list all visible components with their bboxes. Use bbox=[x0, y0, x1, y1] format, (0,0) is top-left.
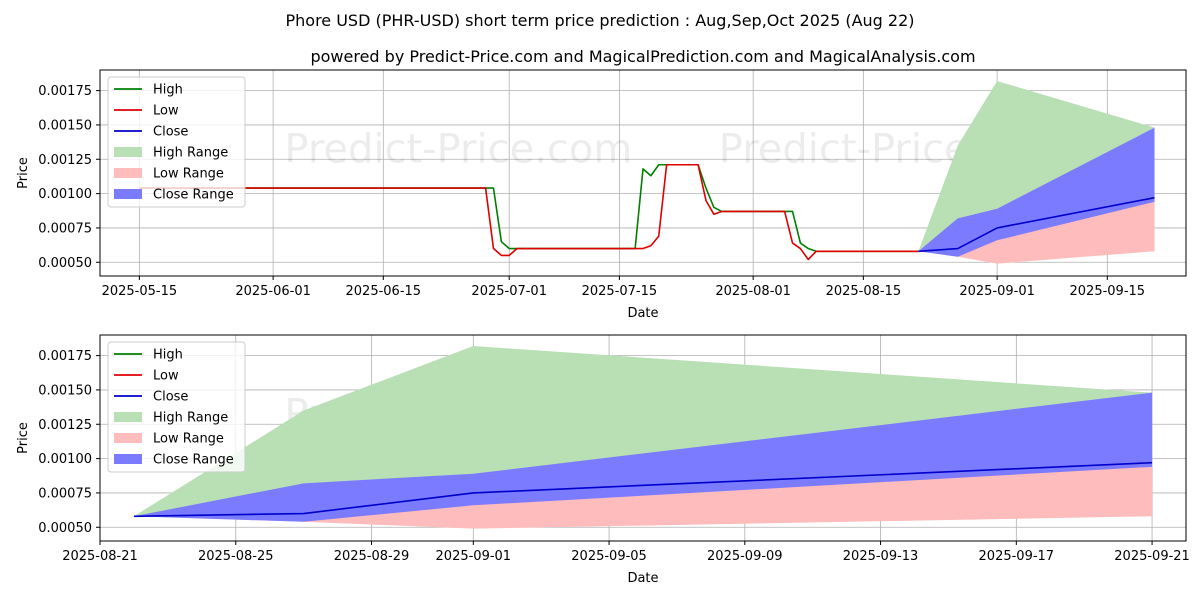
legend-label-low: Low bbox=[153, 104, 179, 119]
x-tick-label: 2025-08-25 bbox=[198, 549, 274, 564]
x-tick-label: 2025-06-01 bbox=[235, 284, 311, 299]
x-axis-title: Date bbox=[627, 306, 658, 321]
y-tick-label: 0.00150 bbox=[38, 383, 92, 398]
chart-title: Phore USD (PHR-USD) short term price pre… bbox=[285, 11, 914, 30]
bottom-panel: Predict-Price.comPredict-Price.com2025-0… bbox=[16, 334, 1190, 586]
y-tick-label: 0.00075 bbox=[38, 221, 92, 236]
plot-area bbox=[133, 345, 1153, 529]
legend-box bbox=[107, 76, 246, 208]
axes-frame bbox=[99, 334, 1187, 542]
legend-label-high-range: High Range bbox=[153, 411, 228, 426]
y-axis-title: Price bbox=[16, 157, 31, 189]
x-tick-label: 2025-09-15 bbox=[1070, 284, 1146, 299]
y-tick-label: 0.00100 bbox=[38, 452, 92, 467]
legend-label-low-range: Low Range bbox=[153, 432, 224, 447]
legend: High Low Close High Range Low Range Close Ran… bbox=[107, 341, 246, 473]
legend-label-close: Close bbox=[153, 125, 188, 140]
legend: High Low Close High Range Low Range Close Ran… bbox=[107, 76, 246, 208]
x-tick-label: 2025-08-01 bbox=[715, 284, 791, 299]
x-tick-label: 2025-09-13 bbox=[843, 549, 919, 564]
legend-swatch-close-range bbox=[114, 189, 142, 199]
x-tick-label: 2025-09-01 bbox=[959, 284, 1035, 299]
legend-label-high-range: High Range bbox=[153, 146, 228, 161]
legend-label-low-range: Low Range bbox=[153, 167, 224, 182]
x-tick-label: 2025-08-15 bbox=[826, 284, 902, 299]
range-area-close-range bbox=[133, 392, 1153, 522]
range-area-close-range bbox=[918, 127, 1155, 257]
chart-subtitle: powered by Predict-Price.com and Magical… bbox=[310, 47, 975, 66]
x-tick-label: 2025-07-01 bbox=[471, 284, 547, 299]
y-tick-label: 0.00125 bbox=[38, 153, 92, 168]
x-tick-label: 2025-06-15 bbox=[346, 284, 422, 299]
x-tick-label: 2025-09-17 bbox=[979, 549, 1055, 564]
y-axis-title: Price bbox=[16, 422, 31, 454]
top-panel: Predict-Price.com Predict-Price.com2025-0… bbox=[16, 69, 1187, 321]
y-tick-label: 0.00075 bbox=[38, 486, 92, 501]
legend-label-close-range: Close Range bbox=[153, 188, 234, 203]
x-tick-label: 2025-05-15 bbox=[102, 284, 178, 299]
plot-area bbox=[139, 80, 1155, 264]
y-tick-label: 0.00100 bbox=[38, 187, 92, 202]
y-tick-label: 0.00125 bbox=[38, 418, 92, 433]
series-line-close bbox=[133, 461, 1153, 518]
legend-swatch-high-range bbox=[114, 147, 142, 157]
x-tick-label: 2025-08-21 bbox=[62, 549, 138, 564]
series-line-close bbox=[918, 196, 1155, 253]
series-line-high bbox=[139, 163, 919, 253]
legend-label-high: High bbox=[153, 83, 183, 98]
legend-swatch-high-range bbox=[114, 412, 142, 422]
watermark-text: Predict-Price.com bbox=[284, 127, 632, 173]
legend-label-high: High bbox=[153, 348, 183, 363]
x-tick-label: 2025-09-01 bbox=[436, 549, 512, 564]
y-tick-label: 0.00150 bbox=[38, 118, 92, 133]
legend-swatch-close-range bbox=[114, 454, 142, 464]
y-tick-label: 0.00175 bbox=[38, 349, 92, 364]
x-tick-label: 2025-09-21 bbox=[1114, 549, 1190, 564]
series-line-low bbox=[139, 163, 919, 261]
axes-frame bbox=[99, 69, 1187, 277]
x-tick-label: 2025-09-05 bbox=[571, 549, 647, 564]
y-tick-label: 0.00050 bbox=[38, 521, 92, 536]
legend-label-close-range: Close Range bbox=[153, 453, 234, 468]
x-axis-title: Date bbox=[627, 571, 658, 586]
legend-swatch-low-range bbox=[114, 168, 142, 178]
y-tick-label: 0.00175 bbox=[38, 84, 92, 99]
legend-swatch-low-range bbox=[114, 433, 142, 443]
x-tick-label: 2025-08-29 bbox=[334, 549, 410, 564]
legend-box bbox=[107, 341, 246, 473]
y-tick-label: 0.00050 bbox=[38, 256, 92, 271]
legend-label-close: Close bbox=[153, 390, 188, 405]
legend-label-low: Low bbox=[153, 369, 179, 384]
x-tick-label: 2025-07-15 bbox=[582, 284, 658, 299]
x-tick-label: 2025-09-09 bbox=[707, 549, 783, 564]
